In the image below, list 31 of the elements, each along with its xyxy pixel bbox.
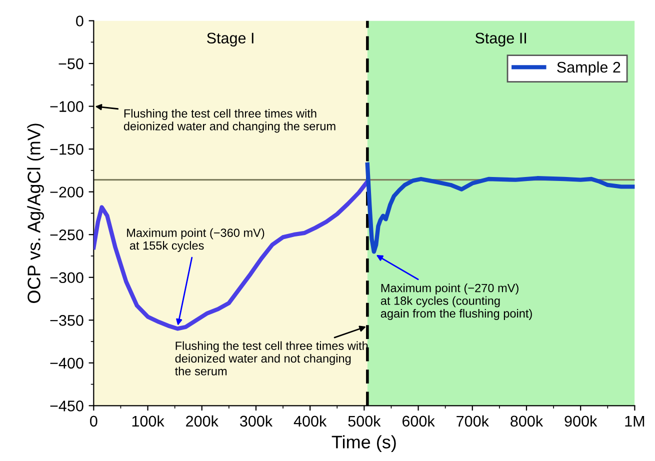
y-tick-label: −450	[50, 400, 84, 412]
y-tick-label: −400	[50, 358, 84, 369]
line-series	[365, 162, 635, 254]
annotation: Flushing the test cell three times with deionized water and changing the serum	[124, 108, 336, 133]
y-tick-label: −50	[58, 58, 84, 70]
band-label: Stage I	[207, 32, 254, 47]
x-tick-label: 200k	[186, 415, 218, 427]
legend-label: Sample 2	[557, 61, 620, 76]
y-tick-label: −150	[50, 144, 84, 155]
y-tick-label: 0	[76, 16, 84, 26]
y-tick-label: −250	[50, 229, 84, 240]
x-tick-label: 900k	[564, 415, 598, 427]
x-tick-label: 300k	[240, 415, 273, 427]
x-tick-label: 1M	[625, 416, 644, 426]
x-tick-label: 700k	[456, 415, 489, 427]
y-tick-label: −200	[50, 186, 84, 198]
annotation: Flushing the test cell three times with deionized water and not changing the serum	[175, 341, 368, 376]
x-tick-label: 500k	[348, 415, 381, 427]
y-tick-label: −350	[50, 315, 84, 326]
x-tick-label: 600k	[402, 415, 435, 427]
x-tick-label: 800k	[510, 415, 544, 427]
x-tick-label: 400k	[294, 415, 327, 427]
y-tick-label: −100	[50, 101, 84, 112]
x-axis-title: Time (s)	[332, 435, 396, 452]
x-tick-label: 100k	[132, 415, 164, 427]
band-label: Stage II	[475, 32, 526, 47]
y-axis-title: OCP vs. Ag/AgCl (mV)	[27, 124, 44, 303]
y-tick-label: −300	[50, 272, 84, 284]
annotation: Maximum point (−270 mV) at 18k cycles (counting again from the flushing point)	[380, 284, 532, 320]
x-tick-label: 0	[90, 416, 98, 427]
annotation: Maximum point (−360 mV) at 155k cycles	[127, 228, 264, 252]
